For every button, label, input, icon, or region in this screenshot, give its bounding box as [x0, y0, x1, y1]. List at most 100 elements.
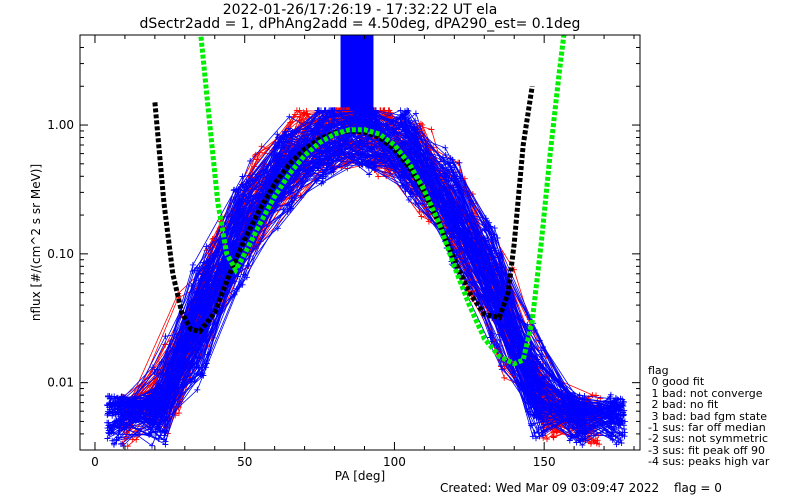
data-marker: [531, 386, 538, 393]
data-marker: [621, 418, 628, 425]
data-marker: [287, 119, 294, 126]
data-marker: [104, 435, 111, 442]
data-marker: [159, 381, 166, 388]
data-marker: [303, 107, 310, 114]
data-marker: [375, 173, 382, 180]
data-marker: [620, 412, 627, 419]
data-marker: [619, 429, 626, 436]
legend-entry: -2 sus: not symmetric: [648, 432, 768, 446]
data-marker: [121, 399, 128, 406]
data-marker: [497, 336, 504, 343]
data-marker: [283, 134, 290, 141]
data-marker: [201, 265, 207, 272]
data-marker: [442, 144, 449, 151]
data-marker: [247, 158, 254, 164]
data-marker: [538, 347, 545, 354]
data-marker: [363, 160, 370, 167]
data-marker: [190, 283, 197, 290]
data-marker: [540, 427, 547, 434]
data-marker: [203, 243, 210, 250]
data-marker: [615, 425, 622, 432]
data-marker: [360, 138, 367, 144]
data-marker: [243, 184, 250, 191]
x-axis-label: PA [deg]: [335, 469, 385, 483]
footer-flag: flag = 0: [674, 481, 722, 495]
data-marker: [596, 441, 603, 448]
data-marker: [162, 441, 169, 448]
y-tick-label: 1.00: [47, 118, 74, 132]
legend-entry: -1 sus: far off median: [648, 421, 766, 435]
data-marker: [397, 107, 404, 114]
data-marker: [573, 439, 580, 446]
y-axis-label: nflux [#/(cm^2 s sr MeV)]: [29, 164, 43, 321]
data-marker: [133, 436, 140, 443]
data-marker: [594, 437, 601, 444]
data-marker: [533, 406, 540, 413]
data-marker: [412, 110, 419, 117]
data-marker: [412, 124, 419, 131]
data-marker: [537, 360, 544, 367]
data-marker: [304, 111, 311, 118]
data-marker: [486, 292, 493, 299]
data-marker: [116, 428, 123, 434]
data-marker: [109, 426, 116, 433]
data-marker: [537, 407, 544, 414]
data-marker: [366, 147, 373, 154]
data-marker: [356, 137, 363, 144]
data-marker: [617, 437, 624, 444]
data-marker: [286, 125, 292, 132]
data-marker: [234, 273, 241, 280]
data-marker: [524, 321, 531, 328]
data-marker: [454, 201, 461, 208]
data-marker: [330, 122, 337, 129]
data-marker: [327, 153, 334, 160]
data-marker: [191, 378, 198, 385]
data-marker: [439, 187, 446, 194]
data-marker: [529, 433, 536, 440]
data-marker: [104, 412, 111, 418]
data-marker: [153, 370, 160, 377]
data-marker: [155, 435, 162, 442]
data-marker: [442, 152, 449, 158]
data-marker: [286, 113, 293, 120]
data-marker: [229, 239, 236, 246]
fit-curve: [198, 35, 567, 367]
data-marker: [280, 138, 287, 145]
data-marker: [613, 441, 620, 448]
data-marker: [486, 219, 493, 226]
x-tick-label: 150: [533, 455, 556, 469]
data-marker: [297, 114, 304, 120]
data-marker: [198, 371, 205, 378]
data-marker: [159, 409, 166, 416]
data-marker: [247, 193, 254, 200]
data-marker: [498, 362, 505, 369]
data-marker: [232, 188, 239, 195]
data-marker: [579, 442, 586, 449]
data-marker: [274, 143, 281, 150]
data-marker: [175, 410, 182, 417]
data-marker: [115, 411, 122, 418]
data-marker: [566, 437, 573, 444]
data-marker: [118, 441, 124, 447]
data-marker: [488, 267, 495, 274]
data-marker: [621, 399, 627, 405]
legend-entry: 0 good fit: [648, 375, 705, 389]
data-marker: [114, 395, 121, 402]
data-marker: [106, 393, 113, 400]
data-marker: [272, 207, 278, 214]
data-marker: [544, 436, 550, 443]
data-marker: [418, 213, 425, 220]
data-marker: [278, 153, 284, 160]
data-marker: [231, 291, 238, 298]
data-marker: [404, 107, 411, 114]
data-marker: [607, 405, 614, 412]
data-marker: [282, 128, 289, 135]
data-marker: [597, 395, 604, 402]
data-marker: [615, 408, 622, 414]
data-marker: [386, 107, 393, 114]
legend-entry: 1 bad: not converge: [648, 386, 763, 400]
data-marker: [326, 146, 333, 153]
data-marker: [110, 409, 117, 415]
data-marker: [401, 116, 408, 123]
data-marker: [232, 193, 239, 200]
